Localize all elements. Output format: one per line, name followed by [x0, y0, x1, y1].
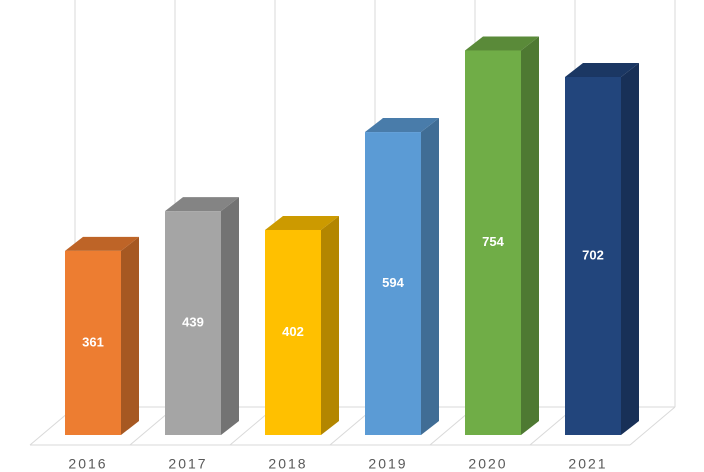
bar: [365, 132, 421, 435]
bar-side: [121, 236, 139, 435]
bar-top: [365, 118, 439, 133]
data-label: 702: [582, 247, 604, 262]
bar: [265, 229, 321, 435]
bar-side: [221, 197, 239, 435]
bar-top: [65, 236, 139, 251]
bar-group: 439: [165, 197, 239, 435]
bar-group: 402: [265, 215, 339, 435]
data-label: 439: [182, 314, 204, 329]
bar-top: [165, 197, 239, 212]
bar-group: 702: [565, 62, 639, 435]
bar-group: 594: [365, 118, 439, 435]
bar-group: 754: [465, 36, 539, 436]
x-tick-label: 2019: [368, 456, 407, 472]
x-tick-label: 2020: [468, 456, 507, 472]
x-tick-label: 2016: [68, 456, 107, 472]
bar: [165, 211, 221, 435]
data-label: 402: [282, 324, 304, 339]
bar-side: [421, 118, 439, 435]
bar: [465, 50, 521, 436]
x-tick-label: 2017: [168, 456, 207, 472]
bar-top: [465, 36, 539, 51]
bar-side: [621, 62, 639, 435]
bar: [65, 250, 121, 435]
x-tick-label: 2021: [568, 456, 607, 472]
bar-side: [321, 215, 339, 435]
bar-side: [521, 36, 539, 436]
floor-grid-line: [629, 406, 676, 446]
data-label: 754: [482, 234, 504, 249]
bar-top: [265, 215, 339, 230]
bar: [565, 76, 621, 435]
data-label: 361: [82, 334, 104, 349]
x-tick-label: 2018: [268, 456, 307, 472]
bar-group: 361: [65, 236, 139, 435]
data-label: 594: [382, 275, 404, 290]
bar-top: [565, 62, 639, 77]
